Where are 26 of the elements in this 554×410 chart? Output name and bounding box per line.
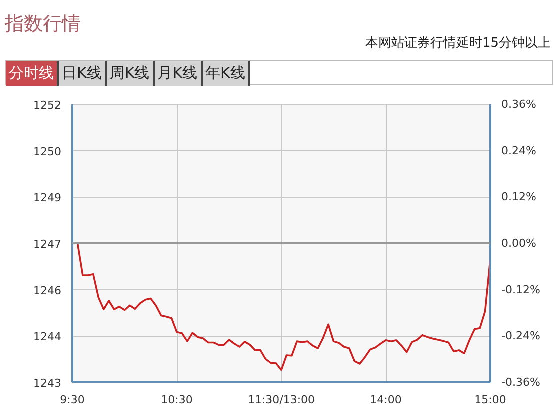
y-tick-label: -0.36%	[502, 376, 540, 389]
chart-title: 指数行情	[5, 12, 81, 37]
x-tick-label: 10:30	[161, 394, 193, 406]
y-tick-label: 0.24%	[502, 144, 536, 158]
y-tick-label: 0.36%	[502, 98, 536, 111]
text: 本网站证券行情延时15分钟以上	[365, 35, 551, 53]
text: 周K线	[106, 61, 155, 86]
y2-tick-label: 1249	[34, 192, 62, 205]
x-tick-label: 9:30	[60, 394, 85, 406]
y2-tick-label: 1244	[34, 330, 62, 344]
y-tick-label: 0.12%	[502, 190, 536, 204]
y2-tick-label: 1252	[34, 99, 62, 112]
x-tick-label: 15:00	[474, 394, 506, 406]
text: 分时线	[6, 61, 59, 86]
y-tick-label: -0.12%	[502, 283, 540, 296]
y2-tick-label: 1247	[34, 238, 62, 251]
x-tick-label: 11:30/13:00	[248, 394, 316, 406]
y2-tick-label: 1246	[34, 284, 62, 298]
x-tick-label: 14:00	[370, 394, 402, 406]
text: 年K线	[202, 61, 250, 86]
y-tick-label: -0.24%	[502, 330, 540, 343]
text: 日K线	[59, 61, 107, 86]
text: 月K线	[154, 61, 203, 86]
y2-tick-label: 1243	[34, 377, 62, 390]
y2-tick-label: 1250	[34, 145, 62, 158]
y-tick-label: 0.00%	[502, 237, 536, 250]
